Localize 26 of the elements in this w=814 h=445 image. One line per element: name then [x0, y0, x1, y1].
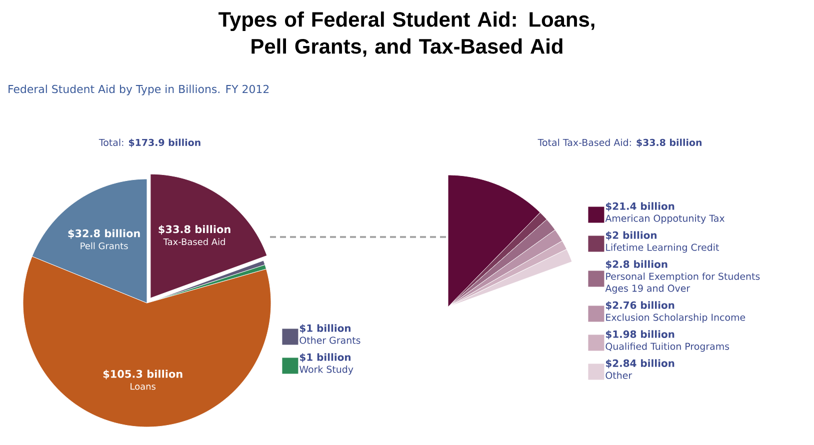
- slice-label: Tax-Based Aid: [163, 238, 225, 246]
- data-label: $2.76 billion: [606, 301, 674, 310]
- data-label: $21.4 billion: [606, 202, 674, 212]
- chart-subtitle: Federal Student Aid by Type in Billions. FY 2012: [8, 84, 269, 96]
- legend-label: Lifetime Learning Credit: [606, 244, 719, 253]
- legend-label: American Oppotunity Tax: [605, 214, 725, 224]
- legend-label: Qualified Tuition Programs: [606, 342, 730, 352]
- data-label: $1 billion: [300, 324, 350, 334]
- data-label: $1 billion: [300, 353, 350, 362]
- legend-label: Other Grants: [300, 336, 360, 344]
- data-label: $1.98 billion: [606, 330, 674, 340]
- text: Types of Federal Student Aid: Loans, Pell Grants, and Tax-Based Aid: [218, 12, 594, 57]
- data-label: $105.3 billion: [103, 370, 182, 380]
- data-label: $2.84 billion: [606, 359, 674, 368]
- slice-label: Loans: [130, 383, 156, 390]
- chart-title: Total Tax-Based Aid: $33.8 billion: [538, 138, 702, 148]
- slice-label: Pell Grants: [80, 242, 128, 250]
- data-label: $32.8 billion: [68, 229, 140, 239]
- data-label: $2 billion: [606, 231, 656, 240]
- legend-label: Work Study: [300, 366, 354, 375]
- data-label: $2.8 billion: [606, 260, 668, 270]
- legend-label: Personal Exemption for Students Ages 19 and Over: [605, 272, 760, 294]
- legend-label: Exclusion Scholarship Income: [606, 314, 746, 323]
- text: Total: $173.9 billion: [98, 138, 200, 148]
- data-label: $33.8 billion: [158, 225, 230, 235]
- legend-label: Other: [606, 372, 632, 379]
